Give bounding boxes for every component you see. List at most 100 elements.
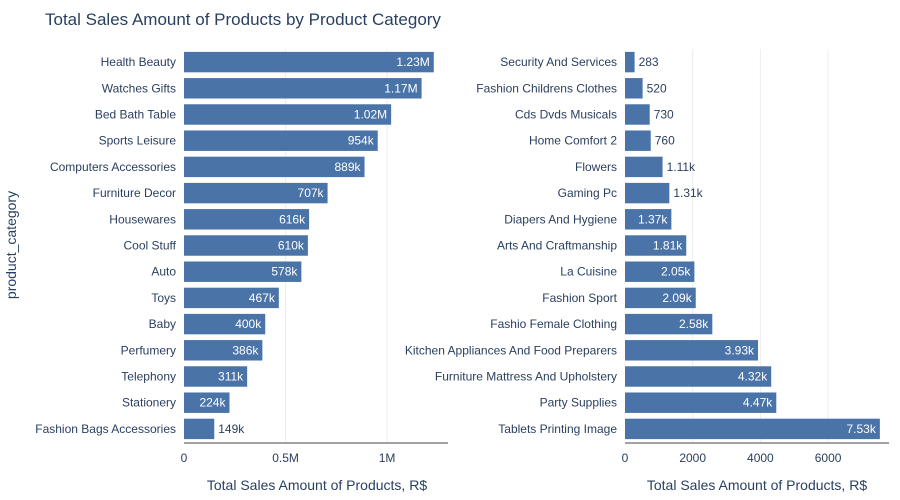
category-label: Sports Leisure (99, 134, 177, 148)
category-label: Stationery (122, 396, 176, 410)
category-label: Health Beauty (101, 55, 176, 69)
category-label: Fashio Female Clothing (490, 317, 617, 331)
bar (184, 130, 378, 151)
bar (184, 104, 392, 125)
value-label: 707k (298, 186, 325, 200)
bar (184, 313, 266, 335)
x-tick-label: 0 (622, 451, 629, 465)
value-label: 224k (199, 396, 226, 410)
bar (184, 392, 230, 413)
value-label: 1.81k (653, 239, 683, 253)
value-label: 311k (218, 370, 244, 384)
category-label: Flowers (575, 160, 617, 174)
bar (184, 78, 422, 99)
bar (625, 104, 650, 125)
bar (625, 418, 880, 440)
right-bar-panel: Security And Services 283 Fashion Children… (405, 49, 889, 465)
category-label: Kitchen Appliances And Food Preparers (405, 343, 617, 357)
x-axis-title-right: Total Sales Amount of Products, R$ (647, 477, 867, 493)
bar (184, 209, 310, 230)
x-tick-label: 1M (379, 451, 396, 465)
left-bar-panel: Health Beauty 1.23M Watches Gifts 1.17M Bed … (35, 49, 448, 465)
value-label: 520 (647, 81, 667, 95)
value-label: 386k (232, 343, 259, 357)
bar (625, 313, 713, 335)
value-label: 149k (218, 422, 245, 436)
value-label: 467k (249, 291, 276, 305)
bar (625, 392, 777, 413)
category-label: Diapers And Hygiene (504, 212, 617, 226)
bar (625, 78, 643, 99)
category-label: Perfumery (121, 343, 176, 357)
bar (625, 366, 772, 387)
category-label: Gaming Pc (558, 186, 617, 200)
bar (184, 51, 434, 73)
value-label: 3.93k (725, 343, 755, 357)
value-label: 889k (335, 160, 362, 174)
value-label: 578k (271, 265, 298, 279)
value-label: 1.02M (354, 108, 387, 122)
category-label: Furniture Decor (93, 186, 176, 200)
bar (625, 182, 670, 204)
bar (184, 261, 302, 282)
category-label: Home Comfort 2 (529, 134, 617, 148)
value-label: 1.37k (638, 212, 668, 226)
value-label: 1.17M (384, 81, 417, 95)
value-label: 4.32k (738, 370, 768, 384)
category-label: Bed Bath Table (95, 108, 177, 122)
category-label: Cds Dvds Musicals (515, 108, 617, 122)
bar (625, 209, 672, 230)
x-tick-label: 2000 (679, 451, 706, 465)
value-label: 1.31k (673, 186, 703, 200)
category-label: Arts And Craftmanship (497, 239, 617, 253)
bar (184, 340, 263, 361)
y-axis-title: product_category (3, 191, 19, 299)
bar (184, 287, 279, 309)
category-label: Security And Services (500, 55, 617, 69)
bar (625, 130, 651, 151)
value-label: 616k (279, 212, 306, 226)
value-label: 4.47k (743, 396, 773, 410)
value-label: 1.23M (396, 55, 429, 69)
value-label: 730 (654, 108, 674, 122)
category-label: Computers Accessories (50, 160, 176, 174)
bar (184, 418, 215, 440)
bar (625, 235, 687, 256)
value-label: 1.11k (667, 160, 696, 174)
x-tick-label: 0.5M (272, 451, 299, 465)
bar (625, 51, 635, 73)
bar (184, 366, 248, 387)
bar (625, 340, 759, 361)
bar (184, 182, 328, 204)
value-label: 954k (348, 134, 375, 148)
category-label: Toys (151, 291, 176, 305)
bar (184, 156, 365, 178)
category-label: Auto (151, 265, 176, 279)
x-tick-label: 4000 (747, 451, 774, 465)
category-label: Telephony (121, 370, 176, 384)
category-label: Watches Gifts (102, 81, 176, 95)
value-label: 2.58k (679, 317, 709, 331)
category-label: Party Supplies (540, 396, 617, 410)
category-label: Fashion Bags Accessories (35, 422, 176, 436)
x-axis-title-left: Total Sales Amount of Products, R$ (207, 477, 427, 493)
chart-title: Total Sales Amount of Products by Produc… (45, 10, 441, 29)
category-label: Cool Stuff (124, 239, 177, 253)
bar (184, 235, 308, 256)
category-label: Housewares (109, 212, 176, 226)
value-label: 283 (639, 55, 659, 69)
category-label: Fashion Childrens Clothes (476, 81, 617, 95)
x-tick-label: 0 (181, 451, 188, 465)
bar (625, 156, 663, 178)
value-label: 7.53k (847, 422, 877, 436)
bar (625, 287, 696, 309)
category-label: La Cuisine (560, 265, 617, 279)
value-label: 400k (235, 317, 262, 331)
value-label: 2.05k (661, 265, 691, 279)
x-tick-label: 6000 (815, 451, 842, 465)
value-label: 760 (655, 134, 675, 148)
value-label: 2.09k (662, 291, 692, 305)
category-label: Tablets Printing Image (498, 422, 617, 436)
category-label: Baby (149, 317, 176, 331)
